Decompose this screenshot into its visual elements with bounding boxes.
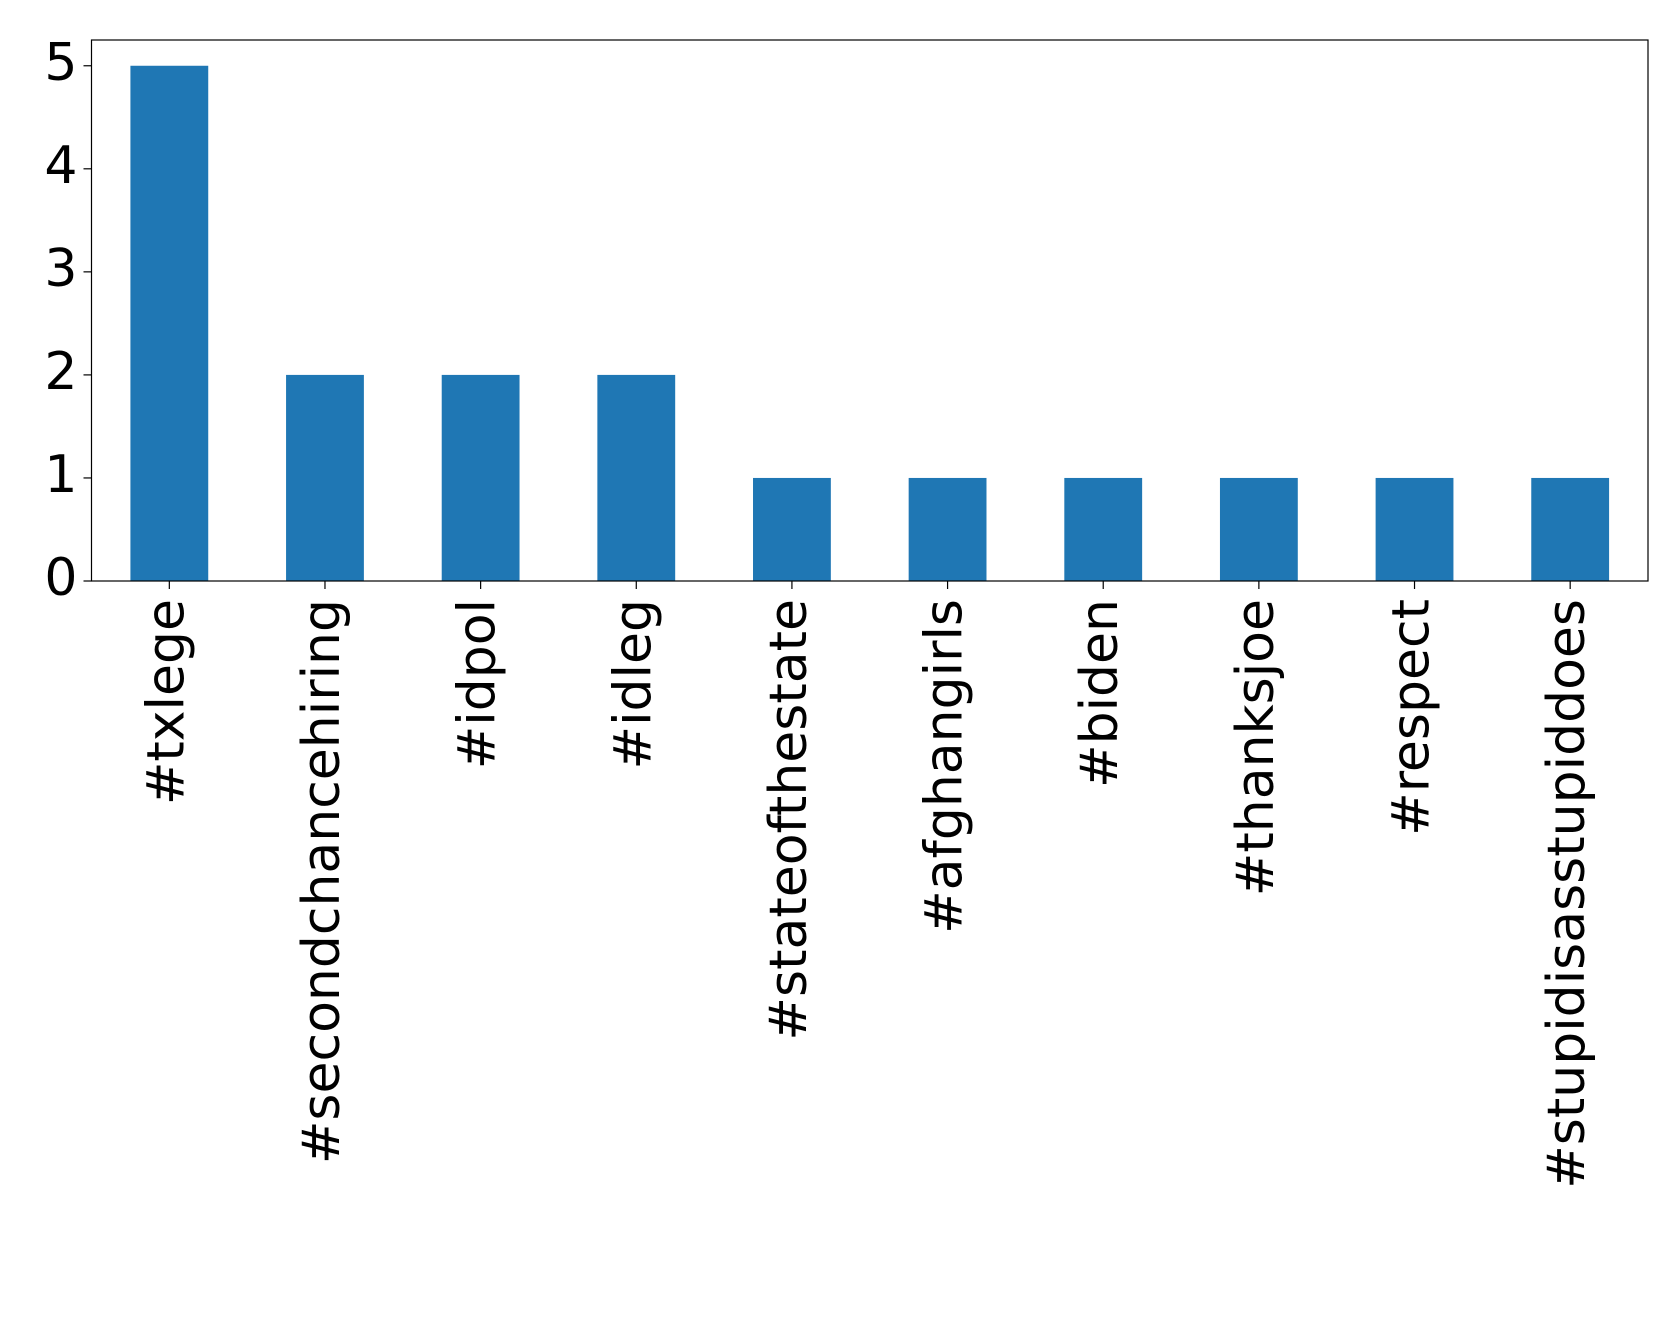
x-tick-label: #stateofthestate — [759, 599, 819, 1041]
y-tick-label: 0 — [44, 548, 77, 608]
bar — [908, 477, 987, 581]
x-tick-label: #afghangirls — [915, 599, 975, 934]
bar — [1219, 477, 1298, 581]
bar — [1064, 477, 1143, 581]
y-tick-label: 4 — [44, 136, 77, 196]
y-tick-label: 1 — [44, 445, 77, 505]
x-tick-label: #thanksjoe — [1226, 599, 1286, 896]
bar — [597, 374, 676, 581]
bar — [286, 374, 364, 581]
bar — [441, 374, 520, 581]
x-tick-label: #secondchancehiring — [292, 599, 352, 1164]
y-tick-label: 3 — [44, 239, 77, 299]
plot-frame — [90, 39, 1649, 582]
x-tick-label: #idleg — [603, 599, 663, 769]
bar — [753, 477, 831, 581]
x-tick-label: #txlege — [136, 599, 196, 805]
x-tick-label: #stupidisasstupiddoes — [1537, 599, 1597, 1189]
x-tick-label: #respect — [1382, 599, 1442, 836]
x-tick-label: #biden — [1070, 599, 1130, 788]
bar — [1375, 477, 1454, 581]
y-tick-label: 2 — [44, 342, 77, 402]
y-tick-label: 5 — [44, 33, 77, 93]
bar — [130, 65, 209, 581]
bar — [1531, 477, 1610, 581]
x-tick-label: #idpol — [448, 599, 508, 769]
